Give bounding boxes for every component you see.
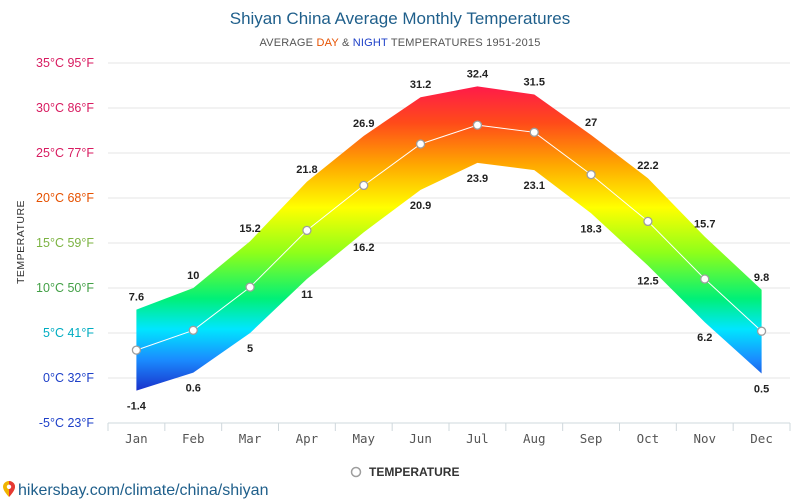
x-tick-label: Jul: [466, 431, 489, 446]
legend[interactable]: TEMPERATURE: [350, 465, 460, 479]
day-value-label: 15.7: [694, 219, 715, 231]
x-tick-label: Mar: [239, 431, 262, 446]
x-tick-label: Feb: [182, 431, 205, 446]
y-tick-label: 5°C 41°F: [43, 326, 94, 340]
night-value-label: 23.9: [467, 173, 488, 185]
night-value-label: 20.9: [410, 200, 431, 212]
subtitle-amp: &: [339, 37, 353, 49]
x-tick-label: Nov: [693, 431, 716, 446]
y-tick-label: -5°C 23°F: [39, 416, 95, 430]
x-tick-label: May: [352, 431, 375, 446]
y-tick-label: 35°C 95°F: [36, 56, 94, 70]
average-temperature-line: [136, 124, 762, 351]
data-point[interactable]: [756, 326, 767, 336]
y-tick-label: 0°C 32°F: [43, 371, 94, 385]
day-value-label: 31.5: [524, 77, 545, 89]
day-value-label: 31.2: [410, 79, 431, 91]
day-value-label: 7.6: [129, 292, 144, 304]
night-value-label: 0.6: [186, 383, 201, 395]
night-value-label: 16.2: [353, 242, 374, 254]
data-point[interactable]: [302, 225, 312, 236]
data-point[interactable]: [245, 282, 255, 292]
night-value-label: 5: [247, 343, 253, 355]
subtitle-day: DAY: [316, 37, 339, 49]
night-value-label: 11: [301, 289, 313, 301]
day-value-label: 21.8: [296, 164, 317, 176]
y-tick-label: 15°C 59°F: [36, 236, 94, 250]
data-point[interactable]: [529, 127, 539, 137]
data-point[interactable]: [188, 325, 198, 335]
night-value-label: -1.4: [127, 401, 147, 413]
x-tick-label: Jan: [125, 431, 148, 446]
data-point[interactable]: [131, 345, 142, 355]
night-value-label: 0.5: [754, 384, 769, 396]
data-point[interactable]: [586, 169, 596, 180]
average-line: [136, 124, 762, 351]
day-value-label: 27: [585, 117, 597, 129]
legend-label: TEMPERATURE: [369, 465, 459, 479]
source-url: hikersbay.com/climate/china/shiyan: [18, 482, 268, 499]
day-value-label: 22.2: [637, 160, 658, 172]
x-tick-label: Aug: [523, 431, 546, 446]
data-point[interactable]: [415, 139, 426, 149]
legend-marker-icon: [350, 466, 362, 478]
day-value-label: 10: [187, 270, 199, 282]
y-tick-label: 10°C 50°F: [36, 281, 94, 295]
night-value-label: 18.3: [580, 223, 601, 235]
day-value-label: 9.8: [754, 272, 769, 284]
x-tick-label: Apr: [296, 431, 319, 446]
x-tick-label: Jun: [409, 431, 432, 446]
y-axis-ticks: 35°C 95°F 30°C 86°F 25°C 77°F 20°C 68°F 15°C…: [36, 56, 94, 430]
x-tick-label: Dec: [750, 431, 773, 446]
y-axis-label: TEMPERATURE: [15, 200, 27, 284]
day-value-label: 26.9: [353, 118, 374, 130]
data-labels: 7.6 10 15.2 21.8 26.9 31.2 32.4 31.5 27 22.2 15.7 9…: [127, 68, 769, 412]
y-tick-label: 30°C 86°F: [36, 101, 94, 115]
data-point[interactable]: [643, 216, 653, 227]
day-night-temperature-band: [136, 86, 762, 391]
x-tick-label: Sep: [580, 431, 603, 446]
day-value-label: 15.2: [239, 223, 260, 235]
y-tick-label: 25°C 77°F: [36, 146, 94, 160]
x-tick-label: Oct: [637, 431, 660, 446]
night-value-label: 6.2: [697, 332, 712, 344]
night-value-label: 23.1: [524, 180, 545, 192]
subtitle-prefix: AVERAGE: [259, 37, 316, 49]
data-point[interactable]: [472, 120, 483, 130]
y-tick-label: 20°C 68°F: [36, 191, 94, 205]
subtitle-night: NIGHT: [353, 37, 388, 49]
day-value-label: 32.4: [467, 68, 489, 80]
average-temperature-points: [131, 120, 767, 355]
map-pin-icon: [3, 481, 15, 497]
chart-subtitle: AVERAGE DAY & NIGHT TEMPERATURES 1951-20…: [259, 37, 540, 49]
night-value-label: 12.5: [637, 276, 658, 288]
data-point[interactable]: [700, 274, 710, 284]
source-link[interactable]: hikersbay.com/climate/china/shiyan: [3, 481, 268, 499]
data-point[interactable]: [359, 180, 369, 191]
chart-title: Shiyan China Average Monthly Temperature…: [230, 9, 571, 28]
subtitle-suffix: TEMPERATURES 1951-2015: [388, 37, 541, 49]
x-axis: Jan Feb Mar Apr May Jun Jul Aug Sep Oct Nov Dec: [107, 422, 791, 446]
